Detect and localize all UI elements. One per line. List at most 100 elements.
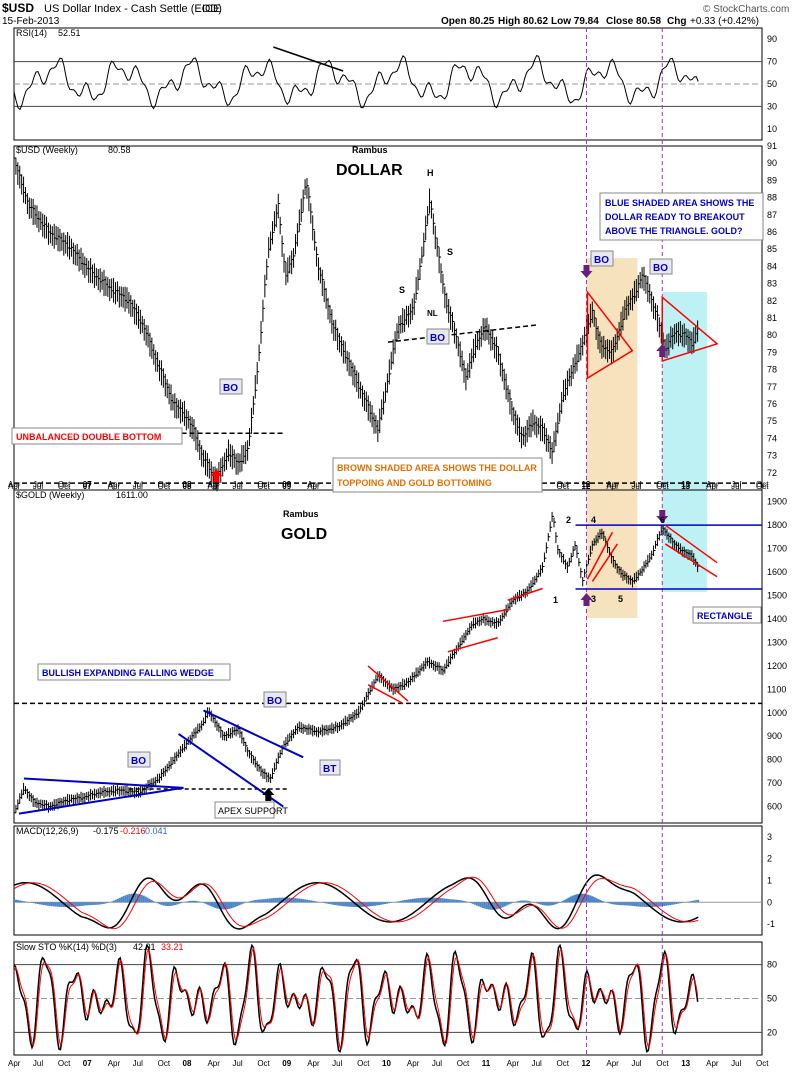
x-tick-label: Jul <box>33 480 43 489</box>
sto-label: Slow STO %K(14) %D(3) <box>16 942 117 952</box>
x-tick-label: Jul <box>532 1059 542 1068</box>
x-tick-label: Jul <box>232 480 242 489</box>
flag-line <box>367 683 404 705</box>
rsi-value: 52.51 <box>58 28 81 38</box>
y-tick-label: 75 <box>767 416 777 426</box>
x-tick-label: Jul <box>33 482 43 491</box>
wedge-line <box>23 777 184 789</box>
black-up-arrow <box>262 788 275 801</box>
bo-label-box <box>263 691 287 708</box>
x-tick-label: Apr <box>606 482 619 491</box>
x-tick-label: Apr <box>606 1059 619 1068</box>
chart-date: 15-Feb-2013 <box>2 16 60 27</box>
neckline-label: NL <box>427 309 438 318</box>
sto-k: 42.01 <box>133 942 156 952</box>
exchange: ICE <box>202 3 220 15</box>
y-tick-label: 50 <box>767 79 777 89</box>
x-tick-label: Oct <box>257 482 270 491</box>
x-tick-label: Jul <box>731 480 741 489</box>
flag-line <box>507 587 543 601</box>
x-tick-label: 07 <box>83 1059 92 1068</box>
low-value: Low 79.84 <box>551 16 599 27</box>
gold-last-value: 1611.00 <box>116 490 148 500</box>
y-tick-label: 1 <box>767 876 772 886</box>
x-tick-label: 13 <box>681 480 690 489</box>
y-tick-label: 80 <box>767 330 777 340</box>
bo-label: BO <box>430 333 445 344</box>
callout-box <box>692 606 762 624</box>
y-tick-label: 1000 <box>767 708 787 718</box>
x-tick-label: Jul <box>631 482 641 491</box>
x-tick-label: Oct <box>457 1059 470 1068</box>
macd-signal-line <box>13 876 699 930</box>
wedge-callout: BULLISH EXPANDING FALLING WEDGE <box>42 668 214 678</box>
macd-value: -0.175 <box>93 826 119 836</box>
purple-down-arrow <box>580 265 593 278</box>
bo-label-box <box>219 378 243 395</box>
y-tick-label: 82 <box>767 296 777 306</box>
sto-d: 33.21 <box>161 942 184 952</box>
x-tick-label: Jul <box>133 482 143 491</box>
usd-rambus: Rambus <box>352 145 388 155</box>
purple-up-arrow <box>656 344 669 357</box>
x-tick-label: 07 <box>83 482 92 491</box>
y-tick-label: 86 <box>767 227 777 237</box>
x-tick-label: 08 <box>183 1059 192 1068</box>
x-tick-label: Oct <box>756 1059 769 1068</box>
bt-label-box <box>319 759 341 776</box>
head-label: H <box>427 168 434 178</box>
y-tick-label: 81 <box>767 313 777 323</box>
x-tick-label: 10 <box>382 1059 391 1068</box>
x-tick-label: Apr <box>706 1059 719 1068</box>
usd-triangle-2 <box>661 295 719 363</box>
gold-annotations: BO BO BT 1 2 3 4 5 6 BULLISH EXPANDING F… <box>37 515 762 819</box>
y-tick-label: 1800 <box>767 520 787 530</box>
blue-shade-callout-line1: BLUE SHADED AREA SHOWS THE <box>605 198 754 208</box>
x-tick-label: Oct <box>58 480 71 489</box>
bo-label: BO <box>267 696 282 707</box>
chg-label: Chg <box>667 16 686 27</box>
callout-box <box>37 663 231 681</box>
gold-title: GOLD <box>281 526 327 543</box>
y-tick-label: 800 <box>767 755 782 765</box>
chg-value: +0.33 (+0.42%) <box>690 16 759 27</box>
x-tick-label: 09 <box>282 1059 291 1068</box>
neckline <box>387 324 538 343</box>
y-tick-label: 1400 <box>767 614 787 624</box>
rsi-line <box>13 54 699 111</box>
bo-label: BO <box>653 263 668 274</box>
x-tick-label: Apr <box>706 480 719 489</box>
x-tick-label: Apr <box>207 482 220 491</box>
red-up-arrow <box>210 469 223 482</box>
x-tick-label: Jul <box>33 1059 43 1068</box>
y-tick-label: 10 <box>767 124 777 134</box>
bo-label: BO <box>131 756 146 767</box>
point-5: 5 <box>618 594 623 604</box>
bo-label-box <box>590 250 614 267</box>
y-tick-label: 78 <box>767 365 777 375</box>
point-2: 2 <box>566 515 571 525</box>
symbol: $USD <box>2 1 34 15</box>
y-tick-label: 83 <box>767 279 777 289</box>
x-tick-label: Jul <box>232 482 242 491</box>
bo-label: BO <box>594 255 609 266</box>
y-tick-label: 79 <box>767 347 777 357</box>
y-tick-label: 70 <box>767 57 777 67</box>
point-3: 3 <box>591 594 596 604</box>
x-tick-label: Apr <box>108 480 121 489</box>
usd-last-value: 80.58 <box>108 145 131 155</box>
point-4: 4 <box>591 515 596 525</box>
y-tick-label: 2 <box>767 854 772 864</box>
x-tick-label: Jul <box>232 1059 242 1068</box>
y-tick-label: 900 <box>767 731 782 741</box>
x-tick-label: 08 <box>183 480 192 489</box>
y-tick-label: -1 <box>767 919 775 929</box>
wedge-line <box>18 786 184 815</box>
y-tick-label: 77 <box>767 382 777 392</box>
x-tick-label: Oct <box>557 1059 570 1068</box>
flag-line <box>367 665 409 702</box>
x-tick-label: Jul <box>631 480 641 489</box>
brown-shade-callout-line1: BROWN SHADED AREA SHOWS THE DOLLAR <box>337 463 537 473</box>
panel-frame <box>13 489 763 824</box>
y-tick-label: 1300 <box>767 637 787 647</box>
